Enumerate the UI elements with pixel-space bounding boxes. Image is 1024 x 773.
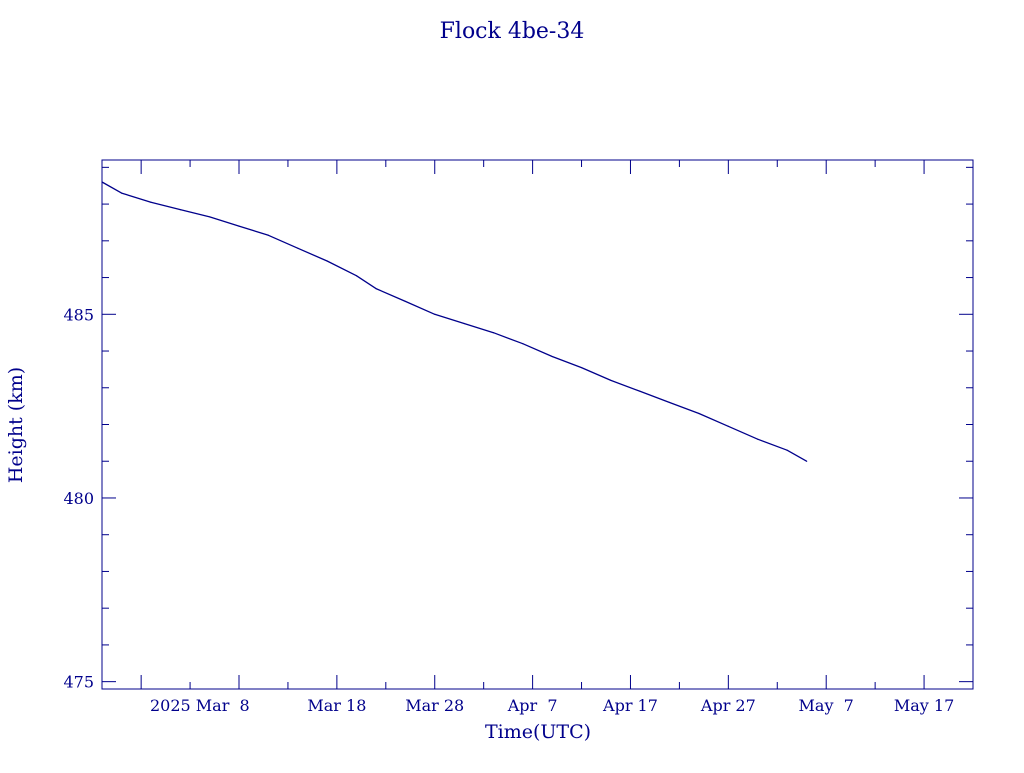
data-point xyxy=(786,449,788,451)
data-point xyxy=(434,313,436,315)
data-point xyxy=(150,201,152,203)
data-point xyxy=(698,412,700,415)
data-point xyxy=(639,390,641,393)
x-tick-label: Apr 17 xyxy=(602,696,658,715)
x-axis-ticks xyxy=(140,160,974,689)
data-point xyxy=(101,181,103,183)
x-tick-label: Mar 18 xyxy=(307,696,366,715)
data-point xyxy=(404,300,406,303)
data-point xyxy=(463,322,465,325)
data-point xyxy=(326,260,328,262)
x-tick-label: 2025 Mar 8 xyxy=(150,696,250,715)
x-tick-label: May 17 xyxy=(894,696,954,715)
data-point xyxy=(267,234,269,236)
data-point xyxy=(522,343,524,345)
data-point xyxy=(580,366,583,369)
y-axis-label: Height (km) xyxy=(5,367,27,483)
data-point xyxy=(355,275,358,277)
y-tick-label: 480 xyxy=(63,489,94,508)
data-point xyxy=(610,379,612,382)
chart-title: Flock 4be-34 xyxy=(440,19,585,44)
data-point xyxy=(727,425,729,427)
data-point xyxy=(238,225,240,227)
data-point xyxy=(375,287,377,290)
data-point xyxy=(492,332,495,334)
plot-frame xyxy=(101,159,974,690)
x-tick-label: May 7 xyxy=(799,696,854,715)
y-tick-label: 485 xyxy=(63,305,94,324)
x-tick-label: Apr 27 xyxy=(700,696,756,715)
data-point xyxy=(297,247,299,249)
series-layer xyxy=(101,181,808,462)
x-axis-tick-labels: 2025 Mar 8 Mar 18 Mar 28 Apr 7 Apr 17 Apr 27 M… xyxy=(150,696,954,715)
x-axis-label: Time(UTC) xyxy=(485,721,591,743)
x-tick-label: Mar 28 xyxy=(405,696,464,715)
data-point xyxy=(757,438,759,440)
data-point xyxy=(669,401,671,404)
data-point xyxy=(806,460,808,462)
data-point xyxy=(209,216,211,218)
data-point xyxy=(179,208,181,211)
series-line-0 xyxy=(101,181,807,462)
data-point xyxy=(120,192,123,194)
data-point xyxy=(551,355,553,358)
y-axis-tick-labels: 475 480 485 xyxy=(63,305,94,691)
y-tick-label: 475 xyxy=(63,673,94,692)
y-axis-ticks xyxy=(102,166,973,683)
x-tick-label: Apr 7 xyxy=(507,696,558,715)
